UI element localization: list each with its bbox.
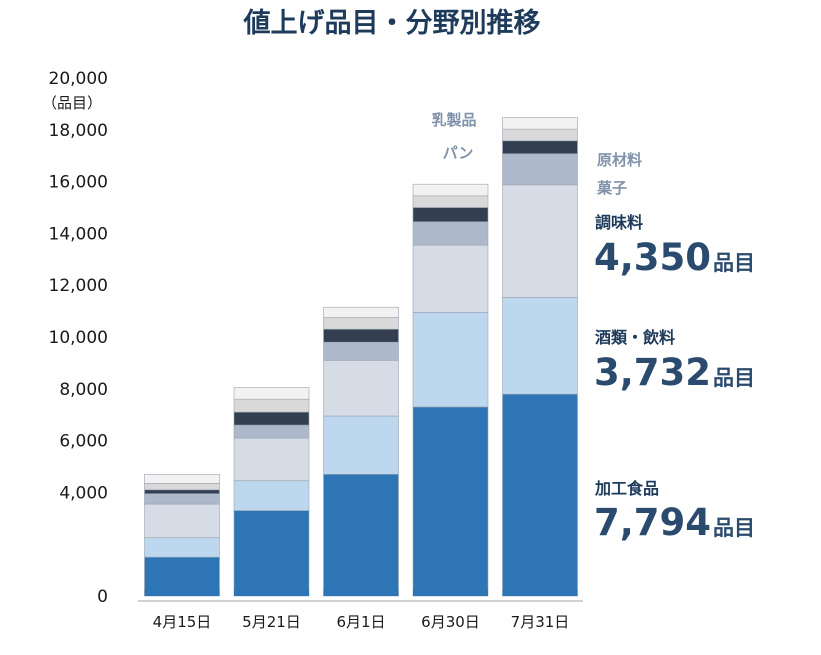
bar-segment (323, 473, 399, 597)
bar-segment (144, 489, 220, 494)
x-category-label: 7月31日 (511, 613, 570, 631)
x-category-label: 6月1日 (336, 613, 385, 631)
bar-segment (502, 128, 578, 142)
bar-segment (412, 183, 489, 197)
legend-label-confectionery: 菓子 (596, 179, 627, 197)
bar-base (234, 590, 309, 596)
legend-label-seasoning: 調味料 (595, 213, 643, 232)
y-tick-label: 0 (97, 587, 108, 607)
bar-segment (412, 406, 489, 597)
y-tick-label: 20,000 (49, 69, 108, 89)
y-tick-label: 10,000 (49, 328, 108, 348)
legend-value-processed-food: 7,794品目 (594, 501, 755, 544)
bar-segment (323, 415, 399, 475)
x-category-label: 4月15日 (153, 613, 212, 631)
legend-value-processed-food-suffix: 品目 (713, 516, 755, 540)
bar-segment (233, 480, 310, 511)
bar-segment (412, 312, 489, 408)
bar-base (502, 590, 578, 596)
bar-segment (144, 503, 220, 539)
y-tick-label: 16,000 (49, 173, 108, 193)
legend-label-dairy: 乳製品 (431, 111, 476, 129)
y-tick-label: 18,000 (49, 121, 108, 141)
legend-value-seasoning-suffix: 品目 (713, 251, 755, 275)
bar-segment (323, 341, 399, 361)
bar-segment (502, 297, 578, 395)
y-axis-ticks: 0 4,000 6,000 8,000 10,000 12,000 14,000 16,000… (49, 69, 108, 607)
bar-segment (144, 493, 220, 505)
x-category-label: 5月21日 (242, 613, 301, 631)
legend-label-raw-materials: 原材料 (597, 151, 642, 169)
bar-segment (323, 328, 399, 343)
bar-segment (233, 510, 310, 597)
bar-segment (144, 483, 220, 491)
bar-segment (412, 195, 489, 208)
bar-segment (502, 140, 578, 155)
bar-segment (412, 244, 489, 313)
bars (144, 117, 578, 597)
bar-segment (323, 360, 399, 417)
bar-segment (233, 437, 310, 482)
bar-segment (233, 411, 310, 426)
bar-segment (502, 153, 578, 186)
chart-title: 値上げ品目・分野別推移 (243, 8, 541, 39)
bar-base (413, 590, 488, 596)
bar-segment (233, 387, 310, 400)
legend-value-beverages: 3,732品目 (594, 351, 755, 394)
bar-segment (502, 117, 578, 130)
y-tick-label: 12,000 (49, 276, 108, 296)
legend-label-bread: パン (443, 144, 474, 162)
bar-segment (412, 207, 489, 223)
legend-value-beverages-suffix: 品目 (713, 366, 755, 390)
bar-segment (233, 398, 310, 413)
bar-base (144, 590, 220, 596)
bar-segment (233, 424, 310, 439)
bar-segment (144, 556, 220, 597)
bar-segment (323, 306, 399, 318)
bar-segment (412, 221, 489, 246)
legend-value-seasoning: 4,350品目 (594, 236, 755, 279)
legend-label-processed-food: 加工食品 (594, 479, 659, 498)
y-tick-label: 8,000 (59, 380, 108, 400)
legend-value-seasoning-number: 4,350 (594, 236, 711, 279)
legend-value-beverages-number: 3,732 (594, 351, 711, 394)
x-category-label: 6月30日 (421, 613, 480, 631)
y-axis-unit-label: （品目） (42, 94, 102, 112)
bar-segment (144, 473, 220, 484)
y-tick-label: 4,000 (59, 483, 108, 503)
bar-segment (502, 184, 578, 298)
y-tick-label: 6,000 (59, 432, 108, 452)
y-tick-label: 14,000 (49, 224, 108, 244)
bar-segment (323, 317, 399, 330)
legend-label-beverages: 酒類・飲料 (595, 328, 675, 347)
x-axis-labels: 4月15日 5月21日 6月1日 6月30日 7月31日 (153, 613, 570, 631)
bar-base (323, 590, 399, 596)
bar-segment (502, 393, 578, 597)
legend-value-processed-food-number: 7,794 (594, 501, 711, 544)
bar-segment (144, 537, 220, 558)
